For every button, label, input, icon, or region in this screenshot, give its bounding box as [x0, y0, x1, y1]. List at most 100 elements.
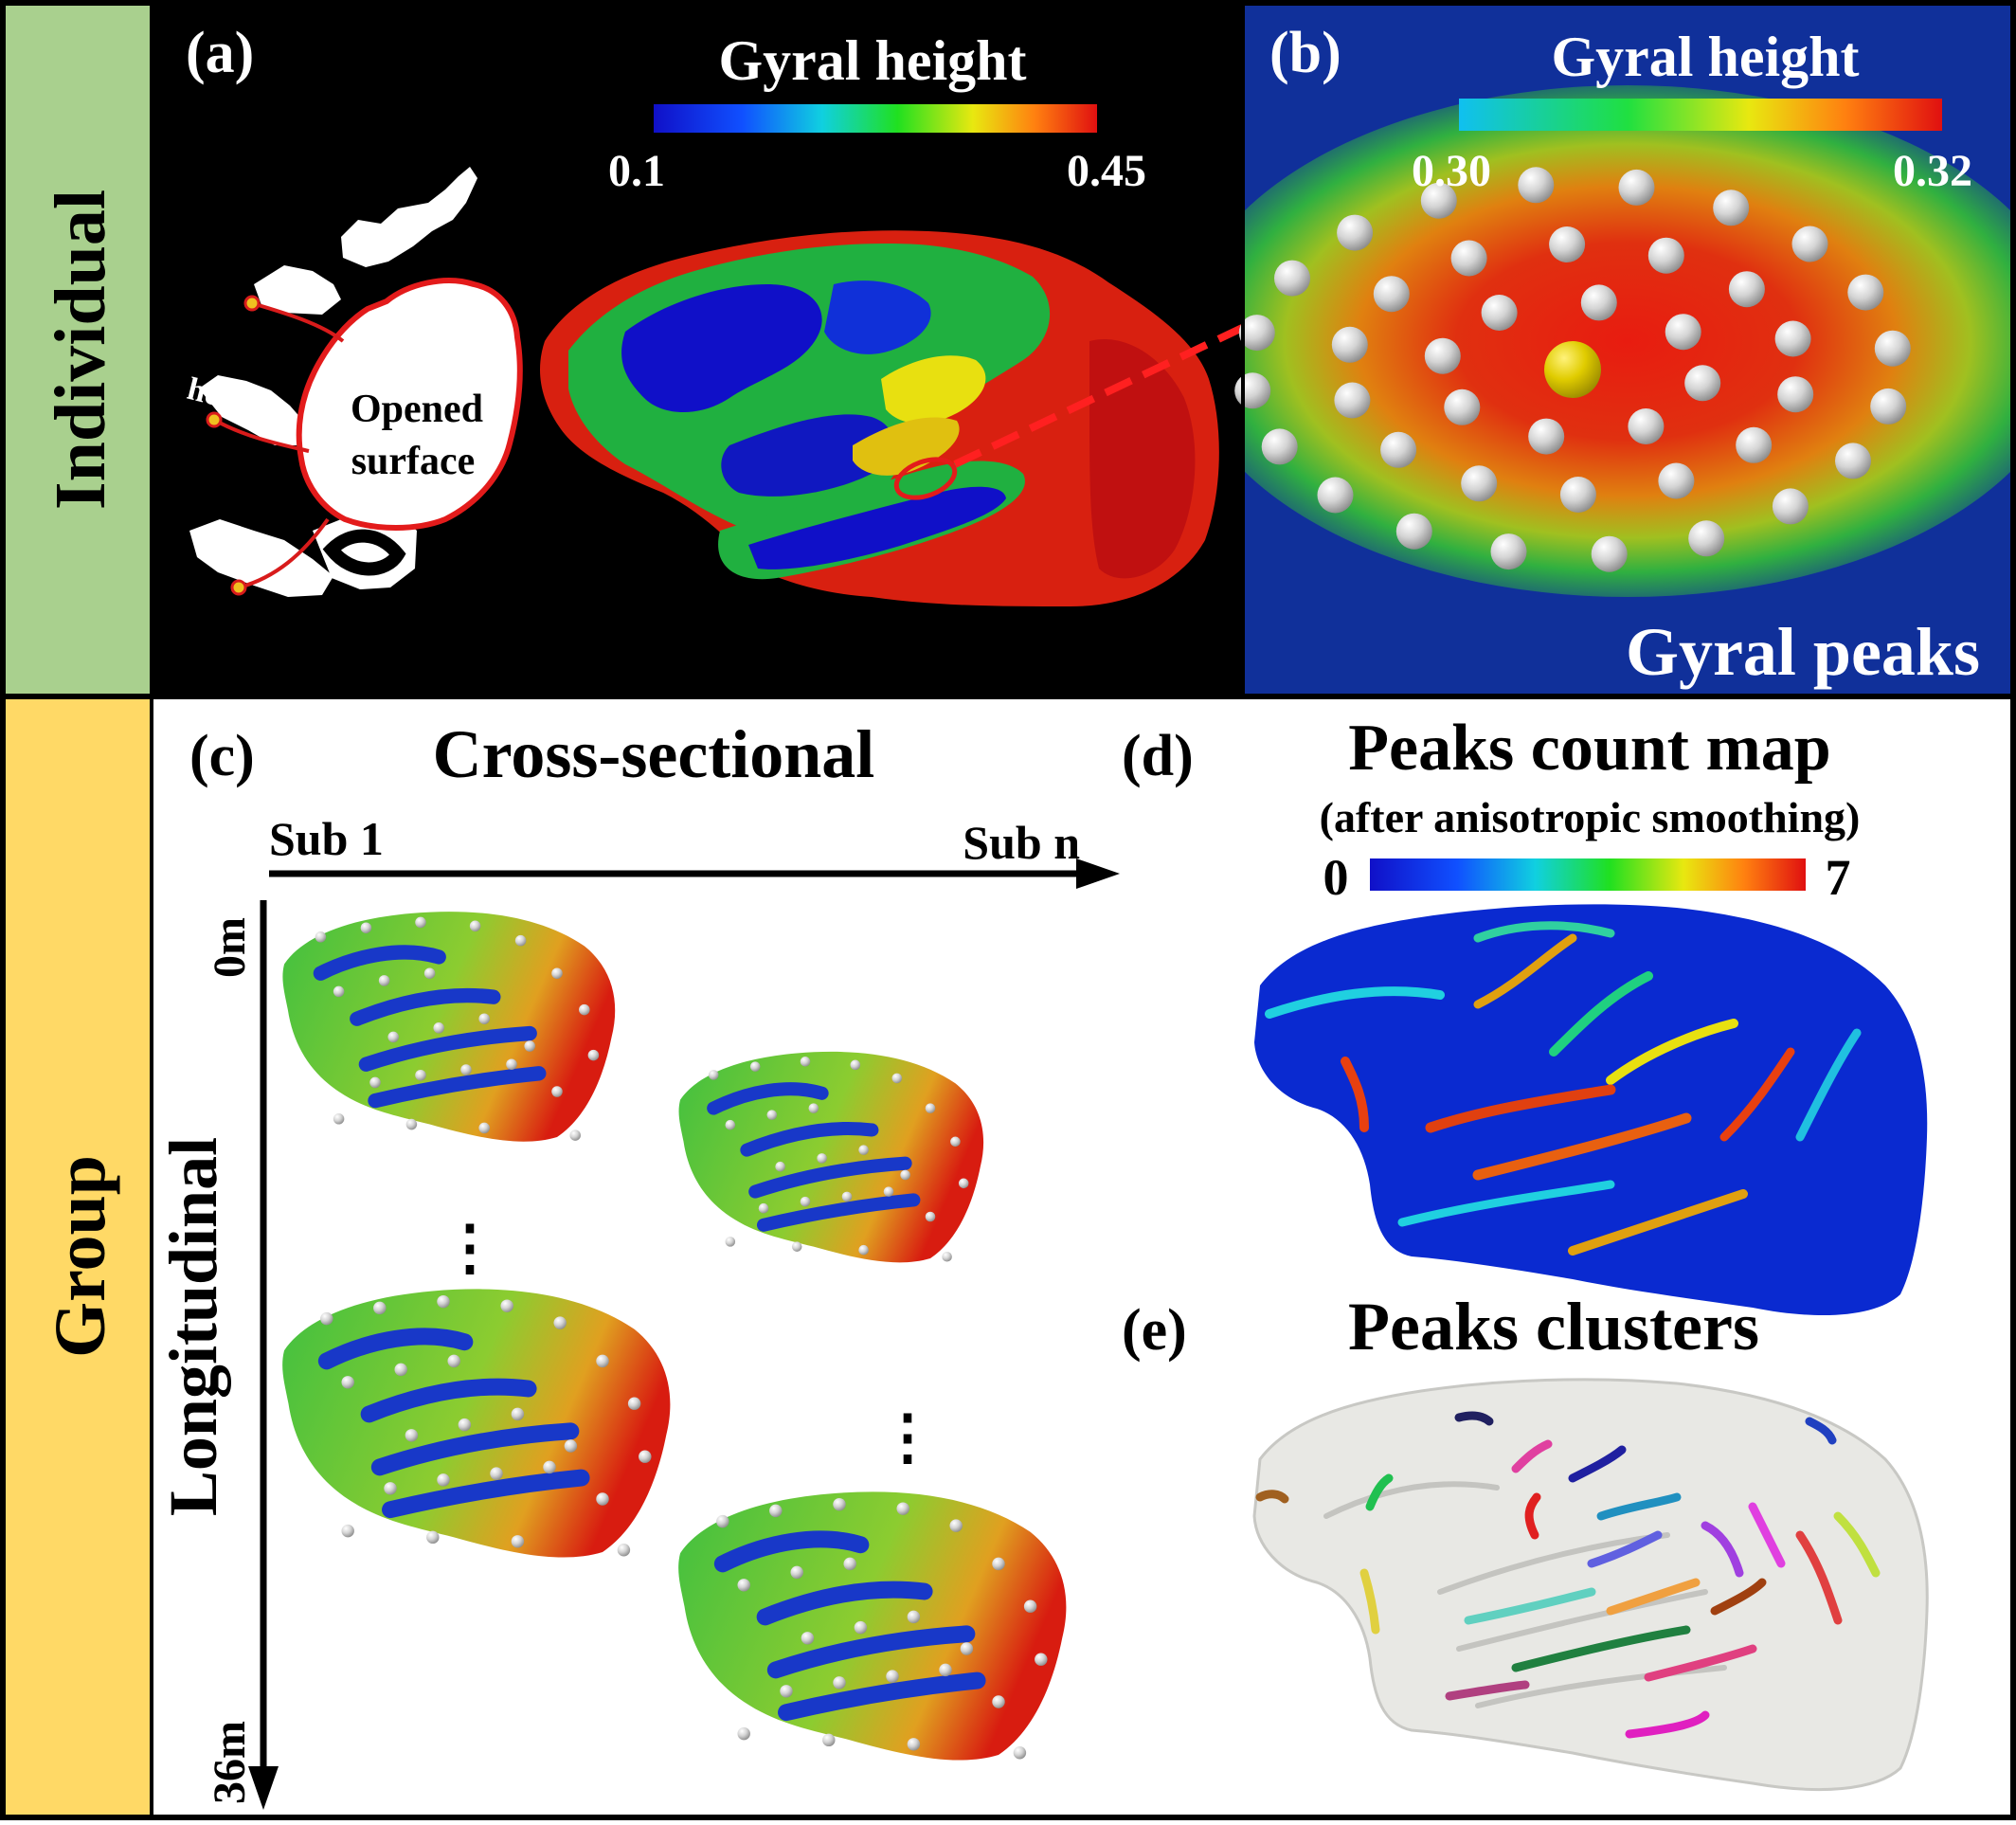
peak-dot-icon: [320, 1311, 333, 1326]
peak-sphere-icon: [1234, 372, 1271, 409]
colorbar-d-max: 7: [1826, 849, 1851, 906]
peak-dot-icon: [423, 967, 436, 979]
ellipsis-right: ⋮: [877, 1403, 938, 1471]
peak-dot-icon: [447, 1354, 460, 1368]
peak-dot-icon: [639, 1450, 652, 1463]
peak-dot-icon: [833, 1676, 846, 1689]
peak-dot-icon: [896, 1502, 909, 1515]
peak-dot-icon: [511, 1407, 525, 1421]
peak-dot-icon: [900, 1169, 910, 1181]
subject-brain: [282, 912, 616, 1142]
peak-sphere-icon: [1835, 443, 1871, 479]
peak-dot-icon: [394, 1363, 407, 1377]
peak-dot-icon: [506, 1058, 517, 1070]
panel-d: (d) Peaks count map (after anisotropic s…: [1122, 712, 1928, 1316]
peak-dot-icon: [769, 1504, 783, 1518]
peak-dot-icon: [500, 1299, 513, 1312]
peak-sphere-icon: [1665, 314, 1701, 351]
peak-dot-icon: [1013, 1746, 1027, 1760]
peak-dot-icon: [514, 934, 527, 947]
peak-dot-icon: [725, 1237, 736, 1247]
peak-dot-icon: [458, 1418, 472, 1432]
peak-dot-icon: [766, 1110, 778, 1120]
peak-dot-icon: [850, 1059, 861, 1071]
peak-sphere-icon: [1647, 237, 1684, 274]
peak-dot-icon: [950, 1136, 961, 1147]
sub-last-label: Sub n: [963, 816, 1080, 869]
peak-dot-icon: [907, 1610, 921, 1624]
peak-dot-icon: [333, 985, 345, 998]
peak-dot-icon: [858, 1145, 869, 1155]
peak-sphere-icon: [1334, 382, 1371, 419]
peak-dot-icon: [801, 1632, 815, 1645]
peak-sphere-icon: [1490, 533, 1527, 570]
peak-dot-icon: [725, 1119, 736, 1130]
ellipsis-left: ⋮: [440, 1214, 500, 1281]
annot-opened-line1: Opened: [351, 388, 483, 431]
peak-sphere-icon: [1688, 520, 1725, 557]
panel-b-label: (b): [1269, 21, 1341, 85]
peak-sphere-icon: [1373, 276, 1410, 313]
row-label-individual: Individual: [41, 190, 120, 510]
panel-c-label: (c): [189, 724, 255, 788]
height-endpoint-icon: [206, 411, 223, 428]
peak-dot-icon: [833, 1497, 846, 1511]
panel-e: (e) Peaks clusters: [1122, 1289, 1929, 1792]
peak-sphere-icon: [1549, 226, 1586, 262]
peak-dot-icon: [596, 1492, 609, 1506]
peak-dot-icon: [387, 1031, 399, 1043]
peak-dot-icon: [405, 1429, 419, 1442]
colorbar-a-min: 0.1: [608, 146, 665, 196]
peak-dot-icon: [841, 1191, 853, 1202]
peak-sphere-icon: [1684, 365, 1721, 402]
peak-sphere-icon: [1736, 426, 1773, 463]
peak-sphere-icon: [1424, 337, 1461, 374]
peak-sphere-icon: [1274, 260, 1310, 297]
colorbar-b: [1459, 99, 1942, 131]
peak-dot-icon: [553, 1316, 567, 1329]
peak-dot-icon: [949, 1519, 963, 1532]
peak-dot-icon: [737, 1726, 750, 1741]
peak-dot-icon: [384, 1482, 397, 1495]
peak-dot-icon: [925, 1103, 936, 1113]
gyral-peaks: [1234, 167, 1911, 572]
peak-dot-icon: [992, 1557, 1005, 1571]
peak-dot-icon: [716, 1514, 729, 1528]
peak-dot-icon: [469, 920, 481, 932]
colorbar-b-min: 0.30: [1412, 146, 1491, 196]
zoom-region-marker: [893, 457, 958, 500]
peak-dot-icon: [854, 1620, 868, 1635]
peak-sphere-icon: [1774, 320, 1811, 357]
colorbar-a: [654, 104, 1097, 133]
peak-sphere-icon: [1772, 488, 1809, 525]
colorbar-b-max: 0.32: [1893, 146, 1972, 196]
peak-sphere-icon: [1337, 214, 1374, 251]
time-start-label: 0m: [205, 917, 255, 978]
peak-sphere-icon: [1658, 462, 1695, 499]
peak-dot-icon: [858, 1244, 869, 1256]
peak-dot-icon: [373, 1301, 387, 1315]
peak-dot-icon: [942, 1251, 952, 1262]
peak-dot-icon: [958, 1178, 969, 1189]
panel-a-label: (a): [186, 21, 254, 85]
peak-sphere-icon: [1728, 271, 1765, 308]
brain-gyral-height-a: [540, 230, 1219, 607]
peak-dot-icon: [369, 1076, 381, 1089]
peak-dot-icon: [758, 1202, 769, 1214]
peak-dot-icon: [543, 1460, 556, 1474]
peak-dot-icon: [551, 967, 563, 979]
peak-sphere-icon: [1461, 465, 1498, 502]
peak-dot-icon: [749, 1061, 761, 1072]
panel-c: (c) Cross-sectional Sub 1 Sub n Longitud…: [155, 716, 1120, 1810]
panel-b-caption: Gyral peaks: [1626, 614, 1980, 690]
subject-brain: [678, 1051, 984, 1263]
peak-sphere-icon: [1591, 535, 1628, 572]
time-end-label: 36m: [205, 1721, 255, 1804]
peak-dot-icon: [579, 1003, 590, 1016]
peak-dot-icon: [315, 931, 327, 943]
peak-dot-icon: [886, 1670, 899, 1683]
peaks-clusters-brain: [1252, 1378, 1929, 1792]
peak-sphere-icon: [1580, 284, 1617, 321]
